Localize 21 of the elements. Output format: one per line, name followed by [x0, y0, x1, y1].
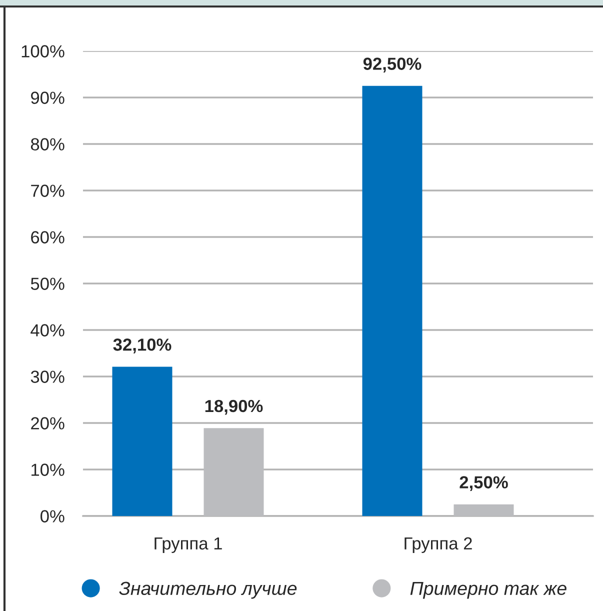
bar [362, 86, 422, 516]
y-tick-label: 20% [31, 417, 64, 430]
data-label: 92,50% [363, 58, 422, 72]
x-tick-label: Группа 1 [154, 537, 222, 554]
y-tick-label: 30% [30, 370, 64, 383]
bar [112, 366, 172, 516]
y-tick-label: 10% [32, 464, 64, 476]
data-label: 32,10% [113, 338, 172, 354]
y-tick-label: 60% [31, 231, 64, 244]
y-tick-label: 100% [22, 45, 64, 58]
y-tick-label: 40% [30, 324, 64, 336]
legend-label: Примерно так же [410, 582, 566, 599]
data-label: 18,90% [205, 400, 263, 415]
y-tick-label: 0% [40, 510, 64, 522]
y-tick-label: 70% [31, 184, 64, 197]
y-tick-label: 50% [30, 278, 64, 290]
x-tick-label: Группа 2 [404, 537, 472, 554]
y-tick-label: 80% [30, 138, 64, 150]
data-label: 2,50% [460, 476, 508, 491]
y-tick-label: 90% [31, 92, 64, 104]
legend-label: Значительно лучше [119, 582, 297, 599]
